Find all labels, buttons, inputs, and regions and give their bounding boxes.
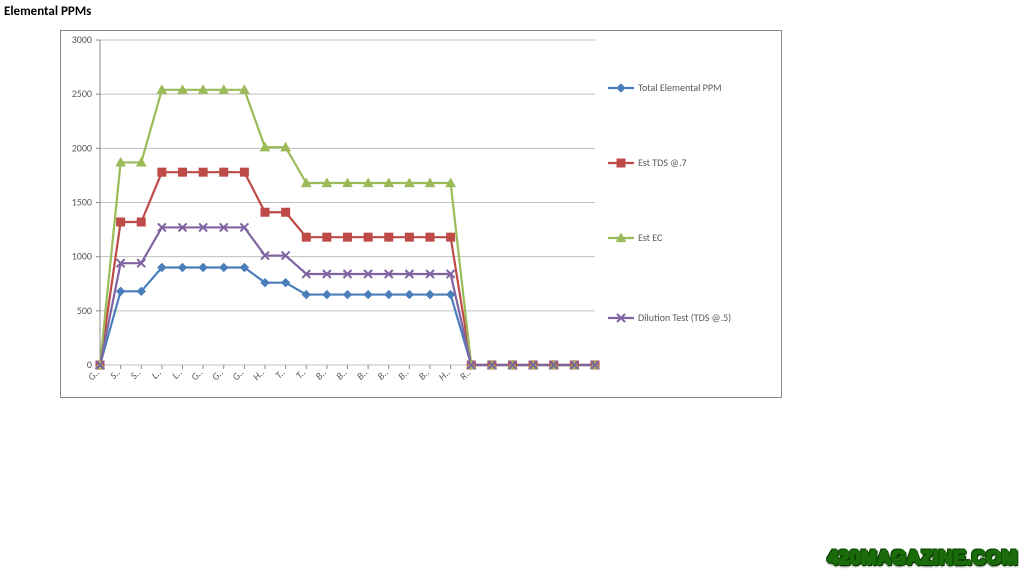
svg-text:Dilution Test (TDS @.5): Dilution Test (TDS @.5) — [638, 311, 731, 324]
svg-text:2000: 2000 — [72, 141, 92, 154]
svg-text:Total Elemental PPM: Total Elemental PPM — [638, 81, 722, 94]
watermark-logo: 420MAGAZINE.COM — [828, 548, 1018, 570]
svg-text:500: 500 — [77, 304, 92, 317]
svg-text:2500: 2500 — [72, 87, 92, 100]
svg-text:1000: 1000 — [72, 250, 92, 263]
svg-text:3000: 3000 — [72, 33, 92, 46]
line-chart: 050010001500200025003000G..S..S..L..L..G… — [0, 0, 1024, 576]
svg-text:1500: 1500 — [72, 196, 92, 209]
svg-text:Est TDS @.7: Est TDS @.7 — [638, 156, 687, 169]
svg-text:Est EC: Est EC — [638, 231, 663, 244]
